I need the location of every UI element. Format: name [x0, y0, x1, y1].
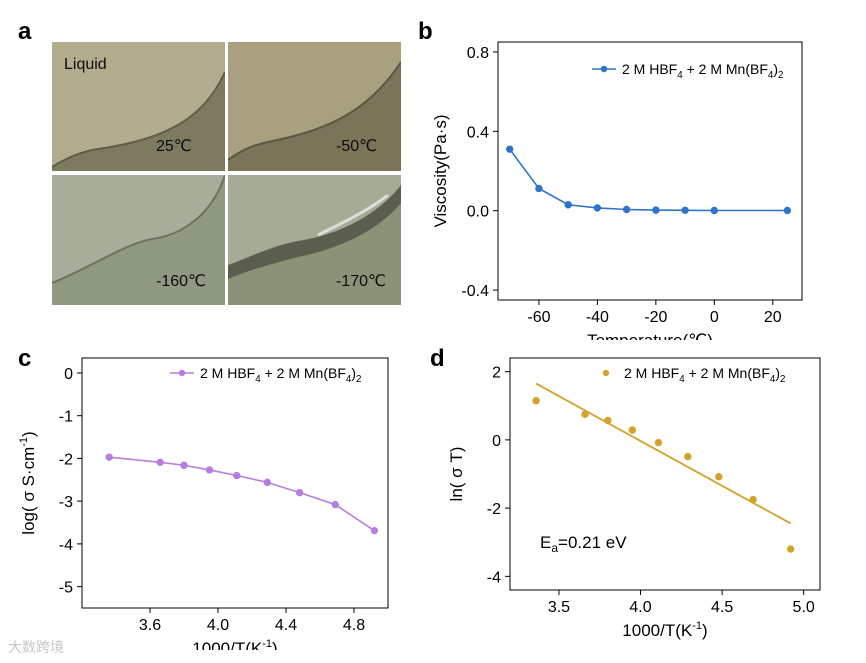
- data-point: [604, 416, 612, 425]
- y-tick-label: 0.4: [467, 124, 489, 141]
- y-tick-label: 0: [492, 433, 501, 450]
- x-axis-label: 1000/T(K-1): [192, 638, 277, 650]
- photo-minus50c-image: [228, 42, 401, 171]
- x-axis-label: Temperature(℃): [587, 331, 713, 340]
- photo-25c: Liquid 25℃: [52, 42, 225, 171]
- photo-grid: Liquid 25℃ -50℃ -160℃ -170℃: [52, 42, 401, 305]
- photo-25c-image: [52, 42, 225, 171]
- series-line: [109, 456, 375, 532]
- data-point: [205, 466, 214, 474]
- series-line: [509, 148, 788, 212]
- data-point: [681, 206, 689, 214]
- data-point: [331, 500, 339, 509]
- y-tick-label: -4: [59, 537, 73, 554]
- viscosity-chart-svg: -60 -40 -20 0 20 -0.4 0.0 0.4 0.8 Temperature(℃) V…: [431, 41, 803, 350]
- legend-marker: [602, 369, 610, 377]
- conductivity-chart-svg: 3.6 4.0 4.4 4.8 0 -1 -2 -3 -4 -5 1000/T(K-1) log( σ…: [18, 357, 389, 658]
- legend-text: 2 M HBF4 + 2 M Mn(BF4)2: [622, 61, 783, 81]
- arrhenius-chart-svg: 3.5 4.0 4.5 5.0 2 0 -2 -4 1000/T(K-1) ln( σ T) 2 M…: [447, 357, 821, 640]
- arrhenius-chart: 3.5 4.0 4.5 5.0 2 0 -2 -4 1000/T(K-1) ln( σ T) 2 M…: [430, 350, 850, 655]
- data-point: [156, 458, 164, 466]
- panel-label-d: d: [430, 345, 445, 372]
- x-tick-label: 4.0: [207, 617, 229, 634]
- x-tick-label: -60: [527, 309, 550, 326]
- legend-text: 2 M HBF4 + 2 M Mn(BF4)2: [624, 365, 785, 385]
- x-tick-label: -40: [586, 309, 609, 326]
- photo-minus160c: -160℃: [52, 175, 225, 305]
- x-tick-label: 0: [710, 309, 719, 326]
- legend-marker: [178, 369, 186, 377]
- y-tick-label: 0.8: [467, 45, 489, 62]
- activation-energy-annotation: Ea=0.21 eV: [540, 533, 627, 555]
- y-axis-label: ln( σ T): [447, 447, 466, 502]
- photo-minus160c-image: [52, 175, 225, 305]
- data-point: [295, 488, 304, 497]
- data-point: [564, 201, 572, 209]
- y-tick-label: -4: [487, 569, 501, 586]
- photo-minus170c: -170℃: [228, 175, 401, 305]
- data-point: [715, 473, 723, 481]
- x-axis-label: 1000/T(K-1): [622, 620, 707, 640]
- data-point: [593, 204, 602, 212]
- x-tick-label: 4.8: [343, 617, 365, 634]
- data-point: [581, 410, 589, 418]
- plot-frame: [81, 357, 389, 609]
- data-point: [622, 205, 631, 214]
- data-point: [180, 461, 188, 469]
- x-tick-label: 20: [764, 309, 782, 326]
- plot-frame: [497, 41, 803, 301]
- fit-line: [535, 382, 792, 525]
- data-point: [628, 426, 637, 434]
- y-tick-label: 2: [492, 365, 501, 382]
- photo-label-minus160c: -160℃: [156, 273, 206, 290]
- data-point: [710, 206, 719, 215]
- legend-text: 2 M HBF4 + 2 M Mn(BF4)2: [200, 365, 361, 385]
- x-tick-label: -20: [644, 309, 667, 326]
- data-point: [263, 478, 271, 487]
- photo-minus50c: -50℃: [228, 42, 401, 171]
- data-point: [786, 545, 795, 553]
- x-tick-label: 3.6: [139, 617, 161, 634]
- x-tick-label: 4.0: [629, 599, 651, 616]
- photo-label-minus170c: -170℃: [336, 273, 386, 290]
- data-point: [105, 453, 113, 461]
- y-axis-label: Viscosity(Pa·s): [431, 114, 450, 227]
- y-axis-label: log( σ S·cm-1): [18, 431, 38, 534]
- x-tick-label: 5.0: [793, 599, 815, 616]
- data-point: [783, 206, 792, 215]
- legend-marker: [600, 65, 608, 73]
- watermark: 大数跨境: [8, 639, 64, 655]
- x-tick-label: 4.4: [275, 617, 297, 634]
- plot-frame: [509, 357, 821, 591]
- panel-label-a: a: [18, 18, 32, 45]
- liquid-label: Liquid: [64, 56, 107, 73]
- y-tick-label: 0: [64, 366, 73, 383]
- data-point: [535, 184, 543, 193]
- photo-label-minus50c: -50℃: [336, 138, 378, 155]
- x-tick-label: 3.5: [548, 599, 570, 616]
- y-tick-label: -3: [59, 494, 73, 511]
- panel-label-c: c: [18, 345, 32, 372]
- data-point: [652, 206, 660, 214]
- y-tick-label: -2: [487, 501, 501, 518]
- data-point: [505, 145, 514, 153]
- data-point: [684, 452, 692, 461]
- data-point: [749, 495, 757, 504]
- panel-label-b: b: [418, 18, 433, 45]
- y-tick-label: -1: [59, 409, 73, 426]
- data-point: [233, 471, 241, 480]
- y-tick-label: 0.0: [467, 204, 489, 221]
- conductivity-chart: 3.6 4.0 4.4 4.8 0 -1 -2 -3 -4 -5 1000/T(K-1) log( σ…: [10, 350, 410, 658]
- y-tick-label: -2: [59, 451, 73, 468]
- viscosity-chart: -60 -40 -20 0 20 -0.4 0.0 0.4 0.8 Temperature(℃) V…: [420, 30, 820, 350]
- y-tick-label: -5: [59, 580, 73, 597]
- photo-minus170c-image: [228, 175, 401, 305]
- data-point: [532, 396, 540, 405]
- photo-label-25c: 25℃: [156, 138, 192, 155]
- x-tick-label: 4.5: [711, 599, 733, 616]
- y-tick-label: -0.4: [461, 283, 489, 300]
- data-point: [654, 438, 663, 447]
- data-point: [370, 526, 379, 535]
